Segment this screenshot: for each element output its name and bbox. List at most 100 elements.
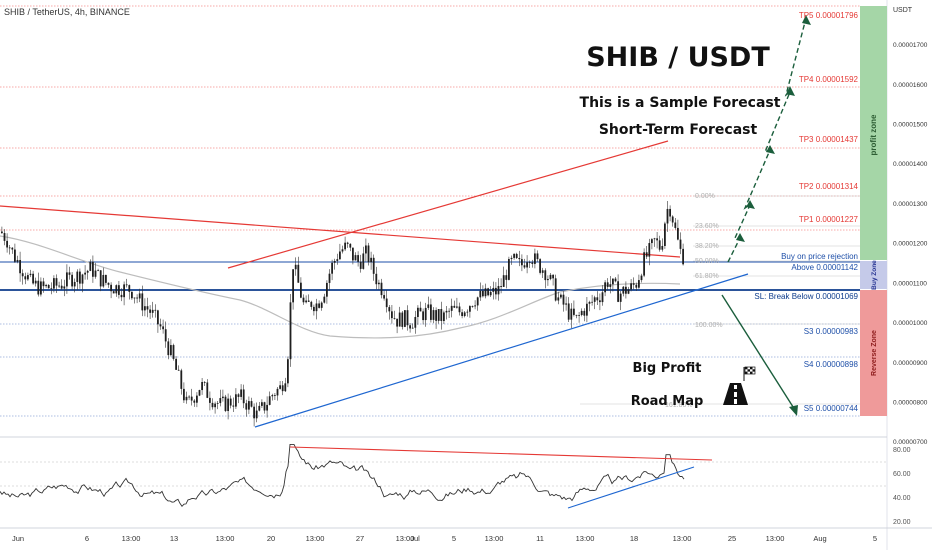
tp1-label: TP1 0.00001227	[799, 215, 859, 224]
candle-body	[268, 396, 271, 405]
candle-body	[484, 288, 487, 297]
candle-body	[596, 297, 599, 301]
candle-body	[479, 290, 482, 298]
candle-body	[292, 269, 294, 303]
candle-body	[427, 304, 430, 308]
candle-body	[578, 315, 580, 316]
candle-body	[625, 286, 627, 294]
candle-body	[437, 309, 440, 321]
candle-body	[604, 282, 606, 293]
candle-body	[567, 303, 570, 320]
candle-body	[266, 404, 268, 411]
ascending-support-line[interactable]	[254, 273, 749, 428]
candle-body	[240, 389, 242, 397]
candle-body	[323, 296, 326, 303]
time-tick-label: 13:00	[216, 534, 235, 543]
upper-channel-line[interactable]	[227, 140, 669, 269]
rsi-resistance-line	[289, 446, 713, 461]
candle-body	[396, 318, 398, 327]
candle-body	[105, 274, 107, 283]
arrowhead-tp4	[786, 86, 795, 96]
candle-body	[92, 261, 94, 277]
candle-body	[222, 396, 224, 399]
candle-body	[365, 245, 367, 254]
price-tick-label: 0.00001400	[893, 161, 928, 168]
candle-body	[133, 297, 136, 299]
candle-body	[482, 290, 484, 297]
candle-body	[666, 208, 669, 224]
candle-body	[339, 251, 341, 260]
price-axis-unit: USDT	[893, 7, 913, 14]
candle-body	[287, 359, 289, 384]
time-tick-label: Aug	[813, 534, 826, 543]
tp2-label: TP2 0.00001314	[799, 182, 859, 191]
candle-body	[445, 310, 448, 313]
candle-body	[562, 294, 565, 305]
candle-body	[198, 390, 201, 396]
candle-body	[229, 398, 232, 406]
rsi-tick-80: 80.00	[893, 447, 911, 454]
candle-body	[331, 262, 333, 274]
candle-body	[638, 280, 640, 288]
candle-body	[305, 300, 307, 303]
candle-body	[539, 259, 541, 273]
candle-body	[393, 318, 396, 319]
candle-body	[674, 222, 677, 228]
candle-body	[458, 306, 461, 313]
candle-body	[209, 397, 211, 403]
candle-body	[99, 270, 102, 287]
candle-body	[118, 285, 120, 295]
candle-body	[461, 312, 463, 317]
candle-body	[310, 301, 313, 307]
price-axis-ticks: 0.00001700 0.00001600 0.00001500 0.00001400…	[893, 42, 928, 446]
time-tick-label: 5	[873, 534, 877, 543]
candle-body	[63, 286, 66, 289]
candle-body	[110, 284, 112, 292]
candle-body	[682, 248, 684, 265]
fib-retracement	[580, 195, 860, 405]
candle-body	[500, 285, 502, 287]
candle-body	[344, 242, 346, 250]
buy-label-2: Above 0.00001142	[791, 263, 858, 272]
symbol-header[interactable]: SHIB / TetherUS, 4h, BINANCE	[4, 7, 130, 17]
candle-body	[375, 273, 378, 285]
candle-body	[453, 305, 456, 308]
rsi-tick-20: 20.00	[893, 519, 911, 526]
candle-body	[588, 301, 591, 304]
descending-resistance-line[interactable]	[0, 205, 681, 258]
candle-body	[671, 216, 674, 223]
candle-body	[255, 410, 258, 419]
candle-body	[123, 284, 125, 298]
candle-body	[612, 278, 614, 285]
candle-body	[565, 303, 567, 305]
candle-body	[536, 253, 539, 260]
candle-body	[601, 292, 604, 303]
reverse-zone	[860, 290, 887, 416]
candle-body	[232, 405, 235, 407]
candle-body	[94, 270, 97, 277]
time-tick-label: 13:00	[485, 534, 504, 543]
candle-body	[586, 303, 588, 316]
candle-body	[367, 245, 370, 263]
candle-body	[320, 302, 323, 308]
candle-body	[547, 278, 549, 281]
candle-body	[131, 291, 133, 299]
price-tick-label: 0.00000800	[893, 399, 928, 406]
price-tick-label: 0.00000700	[893, 439, 928, 446]
big-profit-label: Big Profit	[633, 361, 702, 376]
candle-body	[471, 306, 474, 307]
rsi-pane	[0, 443, 887, 509]
s4-label: S4 0.00000898	[804, 360, 859, 369]
profit-zone-label: profit zone	[869, 114, 878, 155]
tp4-label: TP4 0.00001592	[799, 75, 859, 84]
candle-body	[456, 306, 458, 308]
candle-body	[505, 275, 508, 280]
candle-body	[294, 264, 297, 270]
price-axis-background	[887, 0, 932, 550]
candle-body	[196, 395, 198, 403]
candle-body	[235, 394, 237, 407]
candle-body	[53, 278, 55, 289]
candle-body	[14, 249, 16, 262]
candle-body	[253, 406, 255, 419]
